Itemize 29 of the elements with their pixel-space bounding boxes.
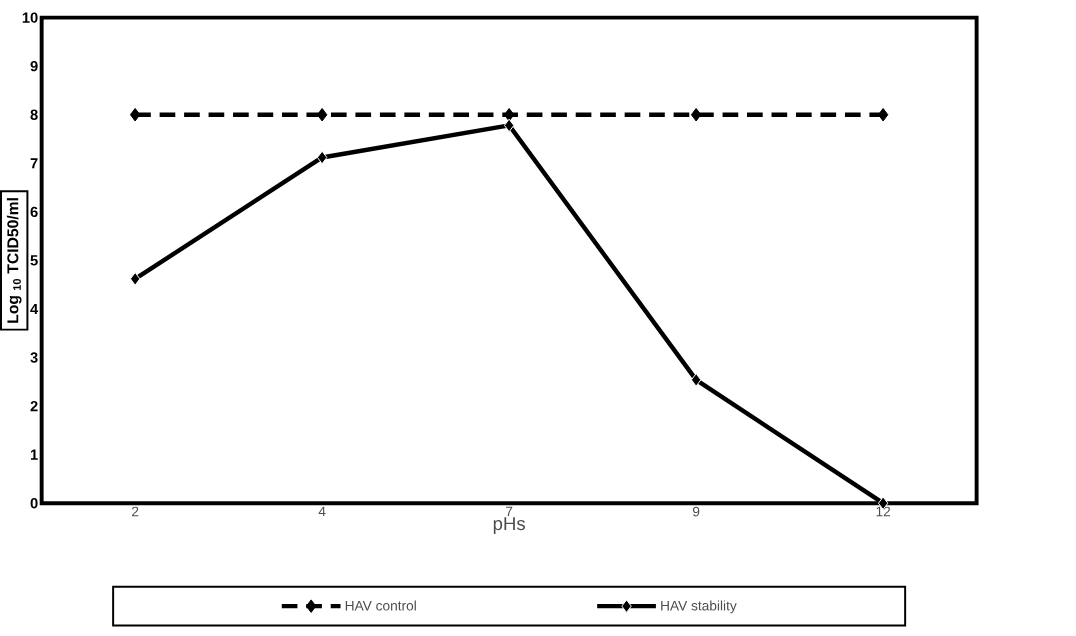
y-tick-label: 4 (30, 303, 39, 314)
y-tick-label: 3 (30, 352, 38, 363)
y-tick-label: 7 (30, 158, 38, 169)
point (129, 107, 141, 122)
y-tick-label: 10 (22, 12, 38, 23)
point (129, 271, 141, 286)
y-tick-label: 5 (30, 255, 38, 266)
y-tick-label: 1 (30, 449, 38, 460)
y-axis-title: Log $_{10}$ TCID50/ml (6, 198, 22, 323)
point (316, 150, 328, 165)
point (503, 107, 515, 122)
x-axis-title: pHs (493, 517, 525, 534)
point (877, 107, 889, 122)
x-tick-label: 12 (876, 506, 891, 517)
x-tick-label: 7 (506, 506, 513, 516)
point (690, 372, 702, 387)
y-tick-label: 0 (30, 497, 38, 509)
y-tick-label: 2 (30, 400, 38, 412)
y-tick-label: 8 (30, 109, 38, 120)
y-tick-label: 6 (30, 206, 38, 217)
x-tick-label: 4 (318, 506, 326, 516)
y-tick-label: 9 (30, 60, 38, 72)
x-tick-label: 9 (692, 506, 700, 517)
point (690, 107, 702, 122)
x-tick-label: 2 (132, 506, 139, 517)
legend-label: HAV stability (661, 600, 737, 614)
point (316, 107, 328, 122)
point (503, 118, 515, 132)
legend-label: HAV control (345, 600, 416, 611)
